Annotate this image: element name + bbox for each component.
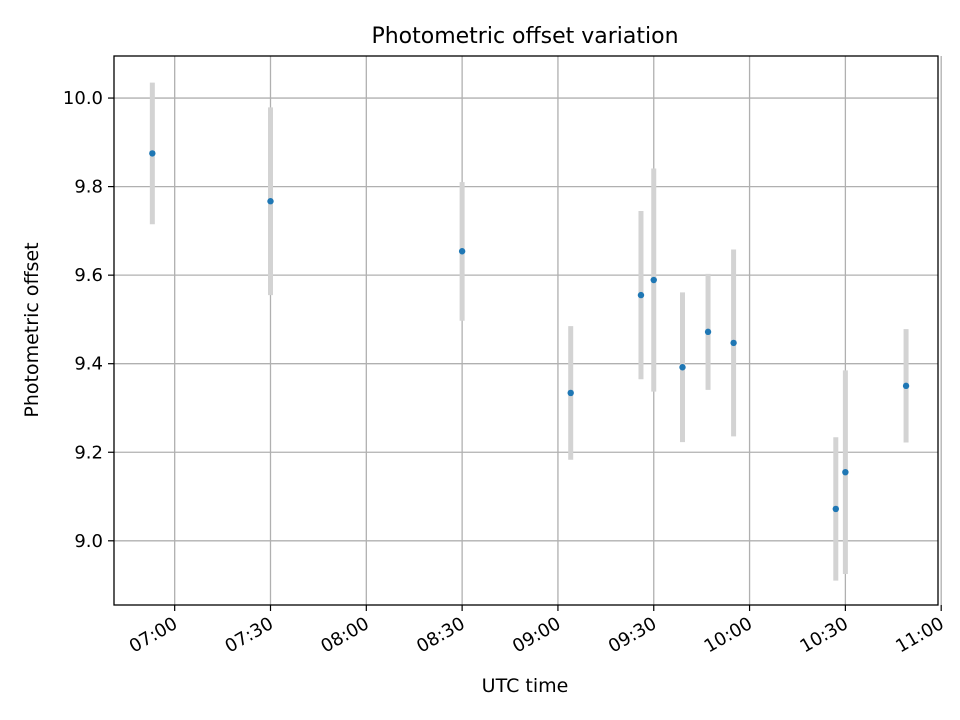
y-tick-label: 9.4	[74, 354, 103, 375]
data-points	[149, 150, 910, 513]
y-tick-label: 9.6	[74, 265, 103, 286]
x-axis-label: UTC time	[482, 675, 569, 697]
y-tick-label: 9.8	[74, 177, 103, 198]
y-tick-label: 9.0	[74, 531, 103, 552]
data-point	[267, 198, 274, 205]
y-axis-ticks: 9.0 9.2 9.4 9.6 9.8 10.0	[63, 88, 114, 552]
data-point	[149, 150, 156, 157]
y-tick-label: 9.2	[74, 442, 103, 463]
y-axis-label: Photometric offset	[21, 242, 43, 417]
y-tick-label: 10.0	[63, 88, 103, 109]
data-point	[704, 328, 712, 336]
data-point	[637, 291, 645, 299]
chart-title: Photometric offset variation	[371, 24, 678, 49]
data-point	[902, 382, 910, 390]
data-point	[458, 248, 466, 255]
data-point	[567, 389, 574, 397]
data-point	[650, 276, 657, 284]
data-point	[730, 339, 737, 347]
data-point	[842, 468, 849, 476]
plot-frame	[113, 55, 939, 606]
data-point	[679, 364, 686, 371]
data-point	[832, 505, 839, 513]
